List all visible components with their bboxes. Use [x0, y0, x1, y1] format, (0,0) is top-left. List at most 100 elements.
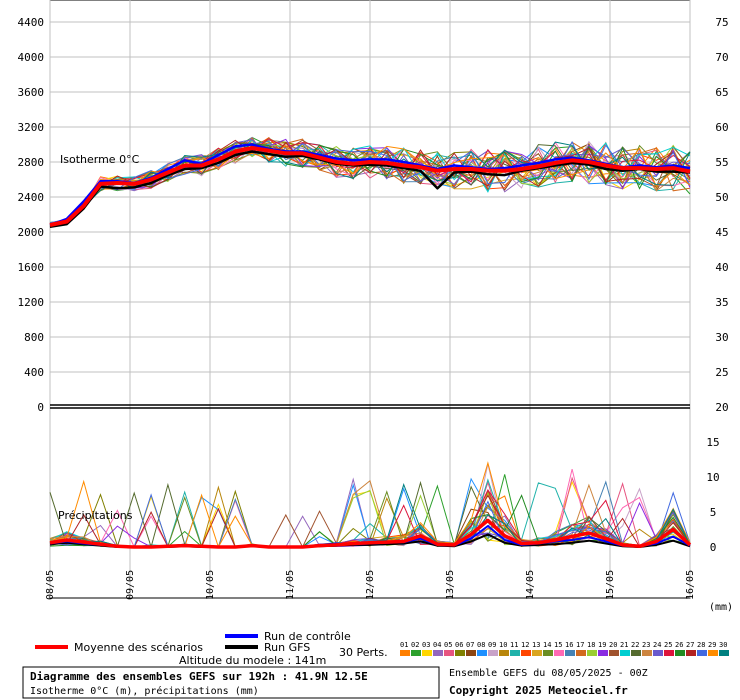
- perturbation-code: 06: [455, 641, 463, 649]
- perturbation-code: 03: [422, 641, 430, 649]
- perturbation-code: 28: [697, 641, 705, 649]
- perturbation-code: 26: [675, 641, 683, 649]
- precip-tick-label: 15: [706, 436, 719, 449]
- right-axis-label: 45: [715, 226, 728, 239]
- isotherm-tick-label: 4000: [18, 51, 45, 64]
- run-info: Ensemble GEFS du 08/05/2025 - 00Z: [449, 668, 648, 679]
- perturbation-legend: 01 02 03 04 05 06 07 08 09 10 11 12 13 14 15 16 17 18 19 20…: [400, 641, 729, 656]
- perturbation-code: 09: [488, 641, 496, 649]
- perturbation-swatch: [433, 650, 443, 656]
- date-tick-label: 12/05: [365, 570, 376, 600]
- date-tick-label: 11/05: [285, 570, 296, 600]
- perturbation-swatch: [499, 650, 509, 656]
- precip-mean-line: [49, 518, 692, 549]
- precip-unit-label: (mm): [709, 602, 733, 613]
- perturbation-swatch: [400, 650, 410, 656]
- date-tick-label: 14/05: [525, 570, 536, 600]
- precip-perturbation-line: [49, 491, 691, 548]
- perturbation-swatch: [686, 650, 696, 656]
- axes: 0400800120016002000240028003200360040004…: [18, 16, 729, 600]
- perturbation-code: 05: [444, 641, 452, 649]
- isotherm-perturbation-line: [49, 140, 691, 224]
- perturbation-swatch: [543, 650, 553, 656]
- perturbation-code: 25: [664, 641, 672, 649]
- isotherm-perturbation-line: [49, 139, 691, 227]
- legend-gfs-label: Run GFS: [264, 641, 310, 654]
- perturbation-swatch: [631, 650, 641, 656]
- perturbation-swatch: [422, 650, 432, 656]
- isotherm-tick-label: 2400: [18, 191, 45, 204]
- date-tick-label: 08/05: [45, 570, 56, 600]
- perturbation-code: 23: [642, 641, 650, 649]
- isotherm-tick-label: 1200: [18, 296, 45, 309]
- perturbation-swatch: [653, 650, 663, 656]
- altitude-label: Altitude du modele : 141m: [179, 654, 326, 667]
- perturbation-swatch: [598, 650, 608, 656]
- perturbation-code: 22: [631, 641, 639, 649]
- right-axis-label: 65: [715, 86, 728, 99]
- perturbation-swatch: [521, 650, 531, 656]
- perturbation-swatch: [719, 650, 729, 656]
- perturbation-swatch: [411, 650, 421, 656]
- right-axis-label: 35: [715, 296, 728, 309]
- right-axis-label: 30: [715, 331, 728, 344]
- perturbation-swatch: [444, 650, 454, 656]
- perturbation-code: 14: [543, 641, 551, 649]
- date-tick-label: 13/05: [445, 570, 456, 600]
- perturbation-code: 24: [653, 641, 661, 649]
- perturbation-swatch: [510, 650, 520, 656]
- perturbation-code: 02: [411, 641, 419, 649]
- grid-lines: [49, 0, 691, 599]
- legend-perts-label: 30 Perts.: [339, 646, 388, 659]
- right-axis-label: 25: [715, 366, 728, 379]
- right-axis-label: 40: [715, 261, 728, 274]
- date-tick-label: 10/05: [205, 570, 216, 600]
- isotherm-tick-label: 400: [24, 366, 44, 379]
- right-axis-label: 50: [715, 191, 728, 204]
- legend: Moyenne des scénarios Run de contrôle Ru…: [35, 630, 729, 667]
- perturbation-code: 21: [620, 641, 628, 649]
- footer-subtitle: Isotherme 0°C (m), précipitations (mm): [30, 685, 259, 697]
- legend-control-label: Run de contrôle: [264, 630, 351, 643]
- perturbation-swatch: [576, 650, 586, 656]
- isotherm-tick-label: 3600: [18, 86, 45, 99]
- perturbation-swatch: [664, 650, 674, 656]
- perturbation-swatch: [554, 650, 564, 656]
- perturbation-code: 08: [477, 641, 485, 649]
- perturbation-swatch: [587, 650, 597, 656]
- right-axis-label: 60: [715, 121, 728, 134]
- perturbation-code: 20: [609, 641, 617, 649]
- perturbation-swatch: [488, 650, 498, 656]
- isotherm-tick-label: 3200: [18, 121, 45, 134]
- right-axis-label: 70: [715, 51, 728, 64]
- precip-tick-label: 10: [706, 471, 719, 484]
- perturbation-code: 19: [598, 641, 606, 649]
- perturbation-swatch: [609, 650, 619, 656]
- perturbation-code: 01: [400, 641, 408, 649]
- isotherm-tick-label: 2000: [18, 226, 45, 239]
- perturbation-swatch: [675, 650, 685, 656]
- right-axis-label: 55: [715, 156, 728, 169]
- perturbation-code: 11: [510, 641, 518, 649]
- perturbation-swatch: [697, 650, 707, 656]
- isotherm-tick-label: 1600: [18, 261, 45, 274]
- perturbation-code: 13: [532, 641, 540, 649]
- legend-mean-label: Moyenne des scénarios: [74, 641, 203, 654]
- main-series: [49, 143, 692, 549]
- precip-tick-label: 0: [710, 541, 717, 554]
- perturbation-code: 07: [466, 641, 474, 649]
- perturbation-code: 29: [708, 641, 716, 649]
- perturbation-code: 12: [521, 641, 529, 649]
- footer-box: [22, 666, 440, 699]
- copyright: Copyright 2025 Meteociel.fr: [449, 684, 628, 697]
- isotherm-control-line: [49, 143, 691, 227]
- footer-title: Diagramme des ensembles GEFS sur 192h : …: [30, 670, 368, 683]
- perturbation-swatch: [455, 650, 465, 656]
- isotherm-gfs-line: [49, 150, 691, 229]
- isotherm-tick-label: 0: [37, 401, 44, 414]
- isotherm-tick-label: 4400: [18, 16, 45, 29]
- perturbation-swatch: [466, 650, 476, 656]
- perturbation-code: 16: [565, 641, 573, 649]
- right-axis-label: 20: [715, 401, 728, 414]
- date-tick-label: 09/05: [125, 570, 136, 600]
